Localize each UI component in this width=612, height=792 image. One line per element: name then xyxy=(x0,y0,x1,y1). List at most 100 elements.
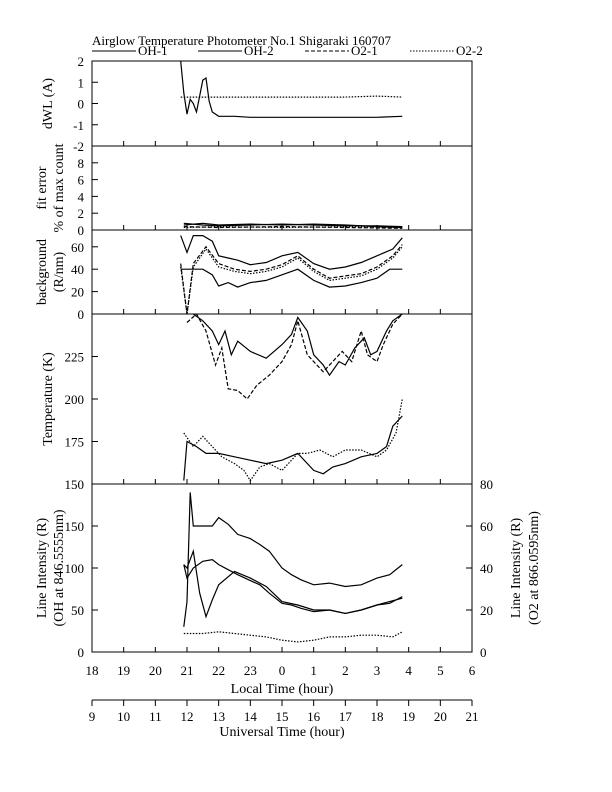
series-line-intensity-oh-1 xyxy=(183,492,403,627)
series-line-intensity-o2-2 xyxy=(183,631,403,643)
chart-title: Airglow Temperature Photometer No.1 Shig… xyxy=(92,33,392,48)
panel-frame-fit-error xyxy=(91,145,473,231)
ytick-label-dwl: 0 xyxy=(78,97,85,112)
ytick-label-line-intensity: 100 xyxy=(65,561,85,576)
ytick-label-dwl: -1 xyxy=(73,118,84,133)
ytick-label-fit-error: 4 xyxy=(78,189,85,204)
y2tick-label-line-intensity: 60 xyxy=(480,519,493,534)
series-temperature-oh-2 xyxy=(183,415,403,481)
ytick-label-fit-error: 8 xyxy=(78,156,85,171)
series-fit-error-o2-2 xyxy=(183,225,403,229)
universal-time-tick-label: 10 xyxy=(117,709,130,724)
panel-temperature: 225 200 175 150 Temperature (K) xyxy=(41,313,473,492)
universal-time-tick-label: 14 xyxy=(244,709,258,724)
universal-time-tick-label: 17 xyxy=(339,709,353,724)
panel-fit-error: 8 64 2 0 fit error% of max count xyxy=(35,143,473,238)
local-time-tick-label: 22 xyxy=(212,663,225,678)
universal-time-axis: 9 10 11 12 13 14 15 16 17 18 19 20 21 xyxy=(89,699,479,724)
ytick-label-line-intensity: 50 xyxy=(71,603,84,618)
universal-time-tick-label: 12 xyxy=(181,709,194,724)
ytick-label-fit-error: 0 xyxy=(78,223,85,238)
y2tick-label-line-intensity: 0 xyxy=(480,645,487,660)
local-time-tick-label: 4 xyxy=(405,663,412,678)
ytick-label-line-intensity: 0 xyxy=(78,645,85,660)
local-time-tick-label: 21 xyxy=(181,663,194,678)
local-time-tick-label: 18 xyxy=(86,663,99,678)
legend-label-oh-2: OH-2 xyxy=(244,43,274,58)
y-axis-label-dwl: dWL (A) xyxy=(41,78,56,130)
y2tick-label-line-intensity: 20 xyxy=(480,603,493,618)
series-line-intensity-oh-2 xyxy=(183,558,403,615)
y-axis-sublabel-fit-error: % of max count xyxy=(52,143,67,232)
y2-axis-sublabel-line-intensity: (O2 at 866.0595nm) xyxy=(527,511,542,625)
local-time-axis: 18 19 20 21 22 23 0 1 2 3 4 5 6 xyxy=(86,663,476,678)
y2tick-label-line-intensity: 40 xyxy=(480,561,493,576)
series-temperature-o2-2 xyxy=(183,398,403,482)
y-axis-label-line-intensity: Line Intensity (R) xyxy=(35,518,50,619)
y-axis-sublabel-line-intensity: (OH at 846.5555nm) xyxy=(52,509,67,626)
panel-dwl: 2 1 0 -1 -2 dWL (A) xyxy=(41,54,473,154)
ytick-label-dwl: 1 xyxy=(78,75,85,90)
universal-time-tick-label: 9 xyxy=(89,709,96,724)
series-line-intensity-o2-1 xyxy=(183,548,403,619)
local-time-tick-label: 5 xyxy=(437,663,444,678)
series-background-oh-1 xyxy=(180,235,403,270)
series-temperature-o2-1 xyxy=(186,314,403,400)
local-time-tick-label: 6 xyxy=(469,663,476,678)
universal-time-axis-label: Universal Time (hour) xyxy=(219,725,345,740)
ytick-label-temperature: 225 xyxy=(65,350,85,365)
local-time-tick-label: 1 xyxy=(310,663,317,678)
series-fit-error-oh-2 xyxy=(183,222,403,229)
y-axis-label-background: background xyxy=(35,239,50,305)
local-time-tick-label: 3 xyxy=(374,663,381,678)
series-background-o2-1 xyxy=(180,244,403,314)
ytick-label-temperature: 150 xyxy=(65,477,85,492)
series-fit-error-o2-1 xyxy=(183,225,403,229)
local-time-tick-label: 23 xyxy=(244,663,257,678)
series-background-oh-2 xyxy=(180,268,403,288)
y-axis-label-fit-error: fit error xyxy=(35,166,50,209)
local-time-tick-label: 0 xyxy=(279,663,286,678)
y2tick-label-line-intensity: 80 xyxy=(480,477,493,492)
panel-frame-dwl xyxy=(91,60,473,147)
universal-time-tick-label: 13 xyxy=(212,709,225,724)
universal-time-tick-label: 21 xyxy=(466,709,479,724)
series-dwl-oh-1 xyxy=(180,61,403,118)
universal-time-tick-label: 20 xyxy=(434,709,447,724)
series-dwl-o2-2 xyxy=(180,95,403,98)
y-axis-sublabel-background: (R/nm) xyxy=(52,251,67,292)
legend-label-o2-1: O2-1 xyxy=(351,43,378,58)
local-time-axis-label: Local Time (hour) xyxy=(231,682,334,697)
y2-axis-label-line-intensity: Line Intensity (R) xyxy=(509,518,524,619)
legend: OH-1 OH-2 O2-1 O2-2 xyxy=(92,43,483,58)
ytick-label-dwl: 2 xyxy=(78,54,85,69)
panel-frame-temperature xyxy=(91,313,473,485)
ytick-label-line-intensity: 150 xyxy=(65,519,85,534)
series-temperature-oh-1 xyxy=(192,314,403,377)
universal-time-tick-label: 16 xyxy=(307,709,321,724)
y-axis-label-temperature: Temperature (K) xyxy=(41,352,56,446)
ytick-label-fit-error: 6 xyxy=(78,173,85,188)
ytick-label-background: 20 xyxy=(71,285,84,300)
legend-label-oh-1: OH-1 xyxy=(138,43,168,58)
local-time-tick-label: 2 xyxy=(342,663,349,678)
universal-time-tick-label: 19 xyxy=(402,709,415,724)
legend-label-o2-2: O2-2 xyxy=(456,43,483,58)
local-time-tick-label: 19 xyxy=(117,663,130,678)
ytick-label-dwl: -2 xyxy=(73,139,84,154)
universal-time-tick-label: 15 xyxy=(276,709,289,724)
panel-background: 60 40 20 0 background (R/nm) xyxy=(35,229,473,322)
ytick-label-temperature: 175 xyxy=(65,435,85,450)
universal-time-tick-label: 11 xyxy=(149,709,162,724)
ytick-label-background: 60 xyxy=(71,240,84,255)
local-time-tick-label: 20 xyxy=(149,663,162,678)
universal-time-tick-label: 18 xyxy=(371,709,384,724)
ytick-label-temperature: 200 xyxy=(65,392,85,407)
ytick-label-background: 0 xyxy=(78,307,85,322)
ytick-label-background: 40 xyxy=(71,262,84,277)
panel-frame-background xyxy=(91,229,473,315)
ytick-label-fit-error: 2 xyxy=(78,206,85,221)
